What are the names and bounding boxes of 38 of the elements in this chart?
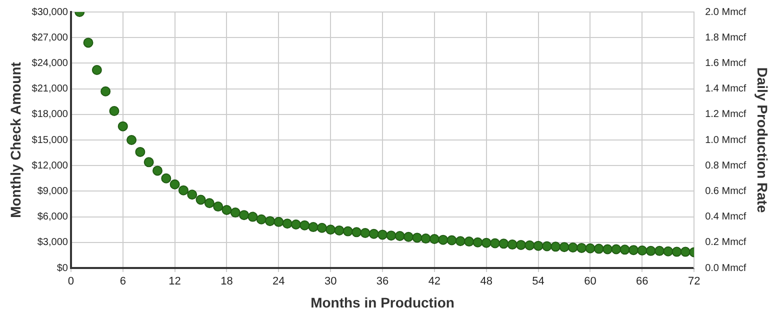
y2-tick-label: 2.0 Mmcf [705, 6, 746, 18]
y2-tick-label: 0.0 Mmcf [705, 262, 746, 274]
y2-tick-label: 1.8 Mmcf [705, 32, 746, 44]
y2-tick-label: 0.6 Mmcf [705, 186, 746, 197]
y2-axis-title: Daily Production Rate [754, 67, 771, 213]
x-tick-label: 60 [584, 276, 596, 288]
x-tick-label: 0 [68, 276, 74, 288]
y2-tick-label: 1.4 Mmcf [705, 84, 746, 95]
x-tick-label: 54 [532, 276, 544, 288]
y-tick-label: $9,000 [37, 186, 68, 197]
y2-tick-label: 1.0 Mmcf [705, 134, 746, 146]
y-axis-title: Monthly Check Amount [7, 62, 24, 218]
x-tick-label: 12 [168, 276, 181, 288]
y-tick-label: $21,000 [32, 84, 68, 95]
y-tick-label: $27,000 [32, 32, 68, 44]
y-tick-label: $6,000 [37, 212, 68, 223]
y-tick-label: $15,000 [32, 134, 68, 146]
x-tick-label: 18 [220, 276, 233, 288]
x-tick-label: 6 [120, 276, 126, 288]
y-tick-label: $12,000 [32, 160, 68, 172]
y2-tick-label: 0.8 Mmcf [705, 160, 746, 172]
x-tick-label: 30 [324, 276, 337, 288]
x-tick-label: 48 [480, 276, 492, 288]
x-tick-label: 72 [688, 276, 700, 288]
y-tick-label: $30,000 [32, 6, 68, 18]
y-tick-label: $0 [56, 262, 68, 274]
x-tick-label: 36 [376, 276, 389, 288]
y2-tick-label: 1.6 Mmcf [705, 58, 746, 69]
x-tick-label: 42 [428, 276, 441, 288]
y-tick-label: $24,000 [32, 58, 68, 69]
x-tick-label: 66 [636, 276, 648, 288]
x-tick-label: 24 [272, 276, 285, 288]
y-tick-label: $3,000 [37, 237, 68, 248]
y2-tick-label: 0.4 Mmcf [705, 212, 746, 223]
x-axis-title: Months in Production [310, 294, 454, 310]
y-tick-label: $18,000 [32, 109, 68, 120]
y2-tick-label: 0.2 Mmcf [705, 237, 746, 248]
y2-tick-label: 1.2 Mmcf [705, 109, 746, 120]
